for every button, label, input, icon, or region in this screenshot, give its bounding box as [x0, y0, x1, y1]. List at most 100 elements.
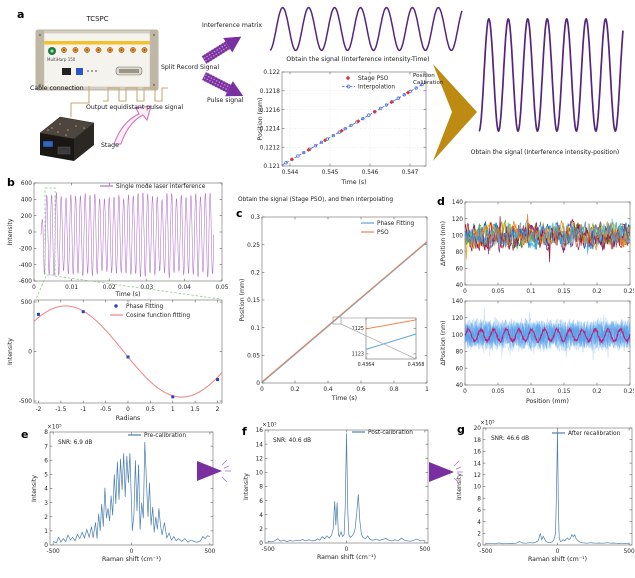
svg-text:1.5: 1.5: [191, 407, 201, 413]
svg-text:Position (mm): Position (mm): [526, 398, 569, 405]
svg-text:0.544: 0.544: [282, 170, 299, 176]
svg-text:-200: -200: [19, 247, 32, 253]
svg-text:-500: -500: [479, 549, 492, 555]
laser-interference-chart: 0 0.01 0.02 0.03 0.04 0.05 -600 -400 -200 0 200 400…: [7, 181, 228, 298]
caption-intensity-time: Obtain the signal (Interference intensit…: [286, 56, 430, 63]
delta-position-band-chart: 0 0.05 0.1 0.15 0.2 0.25 40 60 80 100 120 140 Positi…: [440, 299, 634, 405]
cable-connection-label: Cable connection: [30, 85, 84, 92]
svg-text:0.1216: 0.1216: [260, 108, 281, 114]
svg-text:16: 16: [474, 450, 482, 456]
pulse-waveform: [103, 87, 168, 102]
svg-text:8: 8: [44, 430, 48, 436]
svg-text:18: 18: [474, 438, 482, 444]
svg-text:Radians: Radians: [116, 415, 141, 422]
svg-text:0.05: 0.05: [216, 285, 228, 291]
svg-text:3: 3: [44, 501, 48, 507]
svg-text:×10⁵: ×10⁵: [262, 422, 277, 429]
svg-text:0.1218: 0.1218: [260, 89, 281, 95]
svg-text:0: 0: [28, 350, 32, 356]
svg-text:500: 500: [204, 549, 215, 555]
svg-text:Raman shift (cm⁻¹): Raman shift (cm⁻¹): [317, 554, 376, 561]
svg-text:16: 16: [256, 428, 264, 434]
svg-text:0.05: 0.05: [247, 354, 260, 360]
svg-text:0.25: 0.25: [624, 389, 634, 395]
svg-text:Position (mm): Position (mm): [239, 279, 246, 322]
svg-text:4: 4: [259, 513, 263, 519]
panel-c-title: Obtain the signal (Stage PSO), and then …: [238, 197, 393, 203]
svg-text:6: 6: [44, 458, 48, 464]
svg-text:0.02: 0.02: [103, 285, 116, 291]
svg-text:140: 140: [452, 200, 463, 206]
svg-text:0.1: 0.1: [251, 326, 261, 332]
svg-text:0.1: 0.1: [526, 389, 536, 395]
svg-text:0.547: 0.547: [402, 170, 419, 176]
svg-text:-500: -500: [262, 547, 275, 553]
device-model-label: MultiHarp 150: [47, 57, 76, 62]
svg-text:0.15: 0.15: [558, 289, 571, 295]
svg-text:0.01: 0.01: [65, 285, 78, 291]
stage-device-illustration: [39, 116, 95, 161]
svg-text:SNR: 40.6 dB: SNR: 40.6 dB: [273, 438, 311, 444]
svg-text:1: 1: [44, 529, 48, 535]
svg-text:100: 100: [452, 333, 463, 339]
svg-text:0.05: 0.05: [492, 389, 505, 395]
svg-text:-400: -400: [19, 263, 32, 269]
svg-text:40: 40: [456, 383, 464, 389]
svg-text:0.6: 0.6: [356, 387, 366, 393]
svg-text:4: 4: [477, 520, 481, 526]
panel-label-a: a: [17, 8, 25, 21]
svg-text:80: 80: [456, 350, 464, 356]
svg-text:600: 600: [21, 181, 32, 187]
svg-text:Intensity: Intensity: [7, 338, 14, 365]
svg-text:Cosine function fitting: Cosine function fitting: [126, 313, 190, 319]
svg-text:0.2: 0.2: [290, 387, 300, 393]
svg-text:-0.5: -0.5: [100, 407, 112, 413]
position-calibration-label: Position Calibration: [413, 73, 444, 86]
svg-text:0.8: 0.8: [389, 387, 399, 393]
interference-matrix-arrow-icon: [201, 36, 242, 64]
svg-text:0.05: 0.05: [492, 289, 505, 295]
panel-label-d: d: [437, 195, 445, 208]
svg-text:-1: -1: [80, 407, 86, 413]
svg-text:Time (s): Time (s): [331, 395, 357, 402]
svg-text:0: 0: [463, 389, 467, 395]
svg-text:100: 100: [452, 233, 463, 239]
svg-text:0: 0: [130, 549, 134, 555]
svg-text:SNR: 46.6 dB: SNR: 46.6 dB: [491, 436, 529, 442]
svg-text:0.1: 0.1: [526, 289, 536, 295]
svg-text:ΔPosition (nm): ΔPosition (nm): [440, 221, 447, 266]
svg-text:2: 2: [216, 407, 220, 413]
interference-position-wave-chart: [478, 17, 624, 133]
svg-text:Post-calibration: Post-calibration: [368, 430, 413, 436]
svg-text:0.3: 0.3: [251, 215, 261, 221]
svg-text:-600: -600: [19, 279, 32, 285]
svg-text:0: 0: [32, 285, 36, 291]
svg-text:0: 0: [345, 547, 349, 553]
svg-text:12: 12: [474, 473, 482, 479]
svg-text:1: 1: [425, 387, 429, 393]
phase-fitting-chart: -2 -1.5 -1 -0.5 0 0.5 1 1.5 2 -500 0 500 Radians Inte…: [7, 299, 223, 422]
svg-text:Phase Fitting: Phase Fitting: [126, 304, 164, 310]
svg-text:0.546: 0.546: [362, 170, 379, 176]
svg-text:2: 2: [259, 527, 263, 533]
svg-text:120: 120: [452, 217, 463, 223]
svg-text:80: 80: [456, 250, 464, 256]
svg-text:0: 0: [260, 387, 264, 393]
svg-text:Raman shift (cm⁻¹): Raman shift (cm⁻¹): [528, 556, 587, 563]
svg-text:0: 0: [256, 381, 260, 387]
svg-text:0.15: 0.15: [558, 389, 571, 395]
svg-text:20: 20: [474, 426, 482, 432]
svg-text:0.25: 0.25: [247, 243, 260, 249]
svg-text:Intensity: Intensity: [7, 218, 14, 245]
svg-text:500: 500: [21, 300, 32, 306]
svg-text:500: 500: [419, 547, 430, 553]
svg-text:14: 14: [256, 442, 264, 448]
svg-text:0.4368: 0.4368: [408, 362, 425, 368]
svg-text:0.4: 0.4: [323, 387, 333, 393]
svg-text:14: 14: [474, 461, 482, 467]
delta-position-multitrace-chart: 0 0.05 0.1 0.15 0.2 0.25 40 60 80 100 120 140 ΔPosit…: [440, 200, 634, 295]
